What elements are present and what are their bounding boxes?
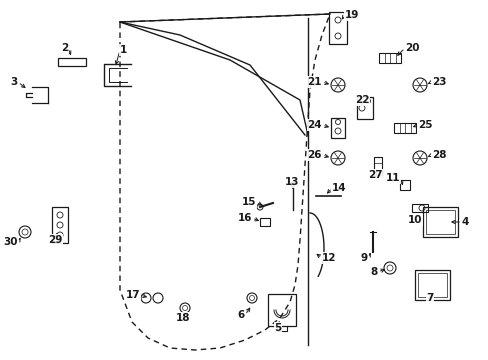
Text: 9: 9 [360, 253, 367, 263]
Bar [260, 218, 269, 226]
Text: 3: 3 [11, 77, 18, 87]
Text: 14: 14 [331, 183, 346, 193]
Text: 13: 13 [284, 177, 299, 187]
Text: 18: 18 [175, 313, 190, 323]
Text: 2: 2 [61, 43, 68, 53]
Text: 19: 19 [345, 10, 359, 20]
Text: 25: 25 [417, 120, 431, 130]
Bar [399, 180, 409, 190]
Text: 15: 15 [241, 197, 256, 207]
Bar [330, 118, 345, 138]
Text: 21: 21 [307, 77, 321, 87]
Text: 8: 8 [370, 267, 377, 277]
Text: 24: 24 [307, 120, 321, 130]
Text: 6: 6 [237, 310, 244, 320]
Bar [328, 12, 346, 44]
Bar [267, 294, 295, 326]
Text: 23: 23 [431, 77, 446, 87]
Bar [356, 97, 372, 119]
Text: 5: 5 [274, 323, 281, 333]
Text: 22: 22 [354, 95, 368, 105]
Text: 29: 29 [48, 235, 62, 245]
Text: 26: 26 [307, 150, 321, 160]
Bar [52, 207, 68, 243]
Text: 30: 30 [3, 237, 18, 247]
Text: 10: 10 [407, 215, 421, 225]
Text: 1: 1 [120, 45, 127, 55]
Text: 12: 12 [321, 253, 336, 263]
Text: 28: 28 [431, 150, 446, 160]
Bar [378, 53, 400, 63]
Text: 11: 11 [385, 173, 399, 183]
Bar [373, 157, 381, 175]
Bar [422, 207, 457, 237]
Text: 7: 7 [426, 293, 433, 303]
Text: 17: 17 [125, 290, 140, 300]
Text: 16: 16 [237, 213, 251, 223]
Text: 27: 27 [367, 170, 382, 180]
Bar [411, 204, 427, 212]
Text: 4: 4 [461, 217, 468, 227]
Bar [58, 58, 86, 66]
Bar [425, 210, 453, 234]
Text: 20: 20 [404, 43, 419, 53]
Bar [414, 270, 448, 300]
Bar [393, 123, 415, 133]
Bar [417, 273, 446, 297]
